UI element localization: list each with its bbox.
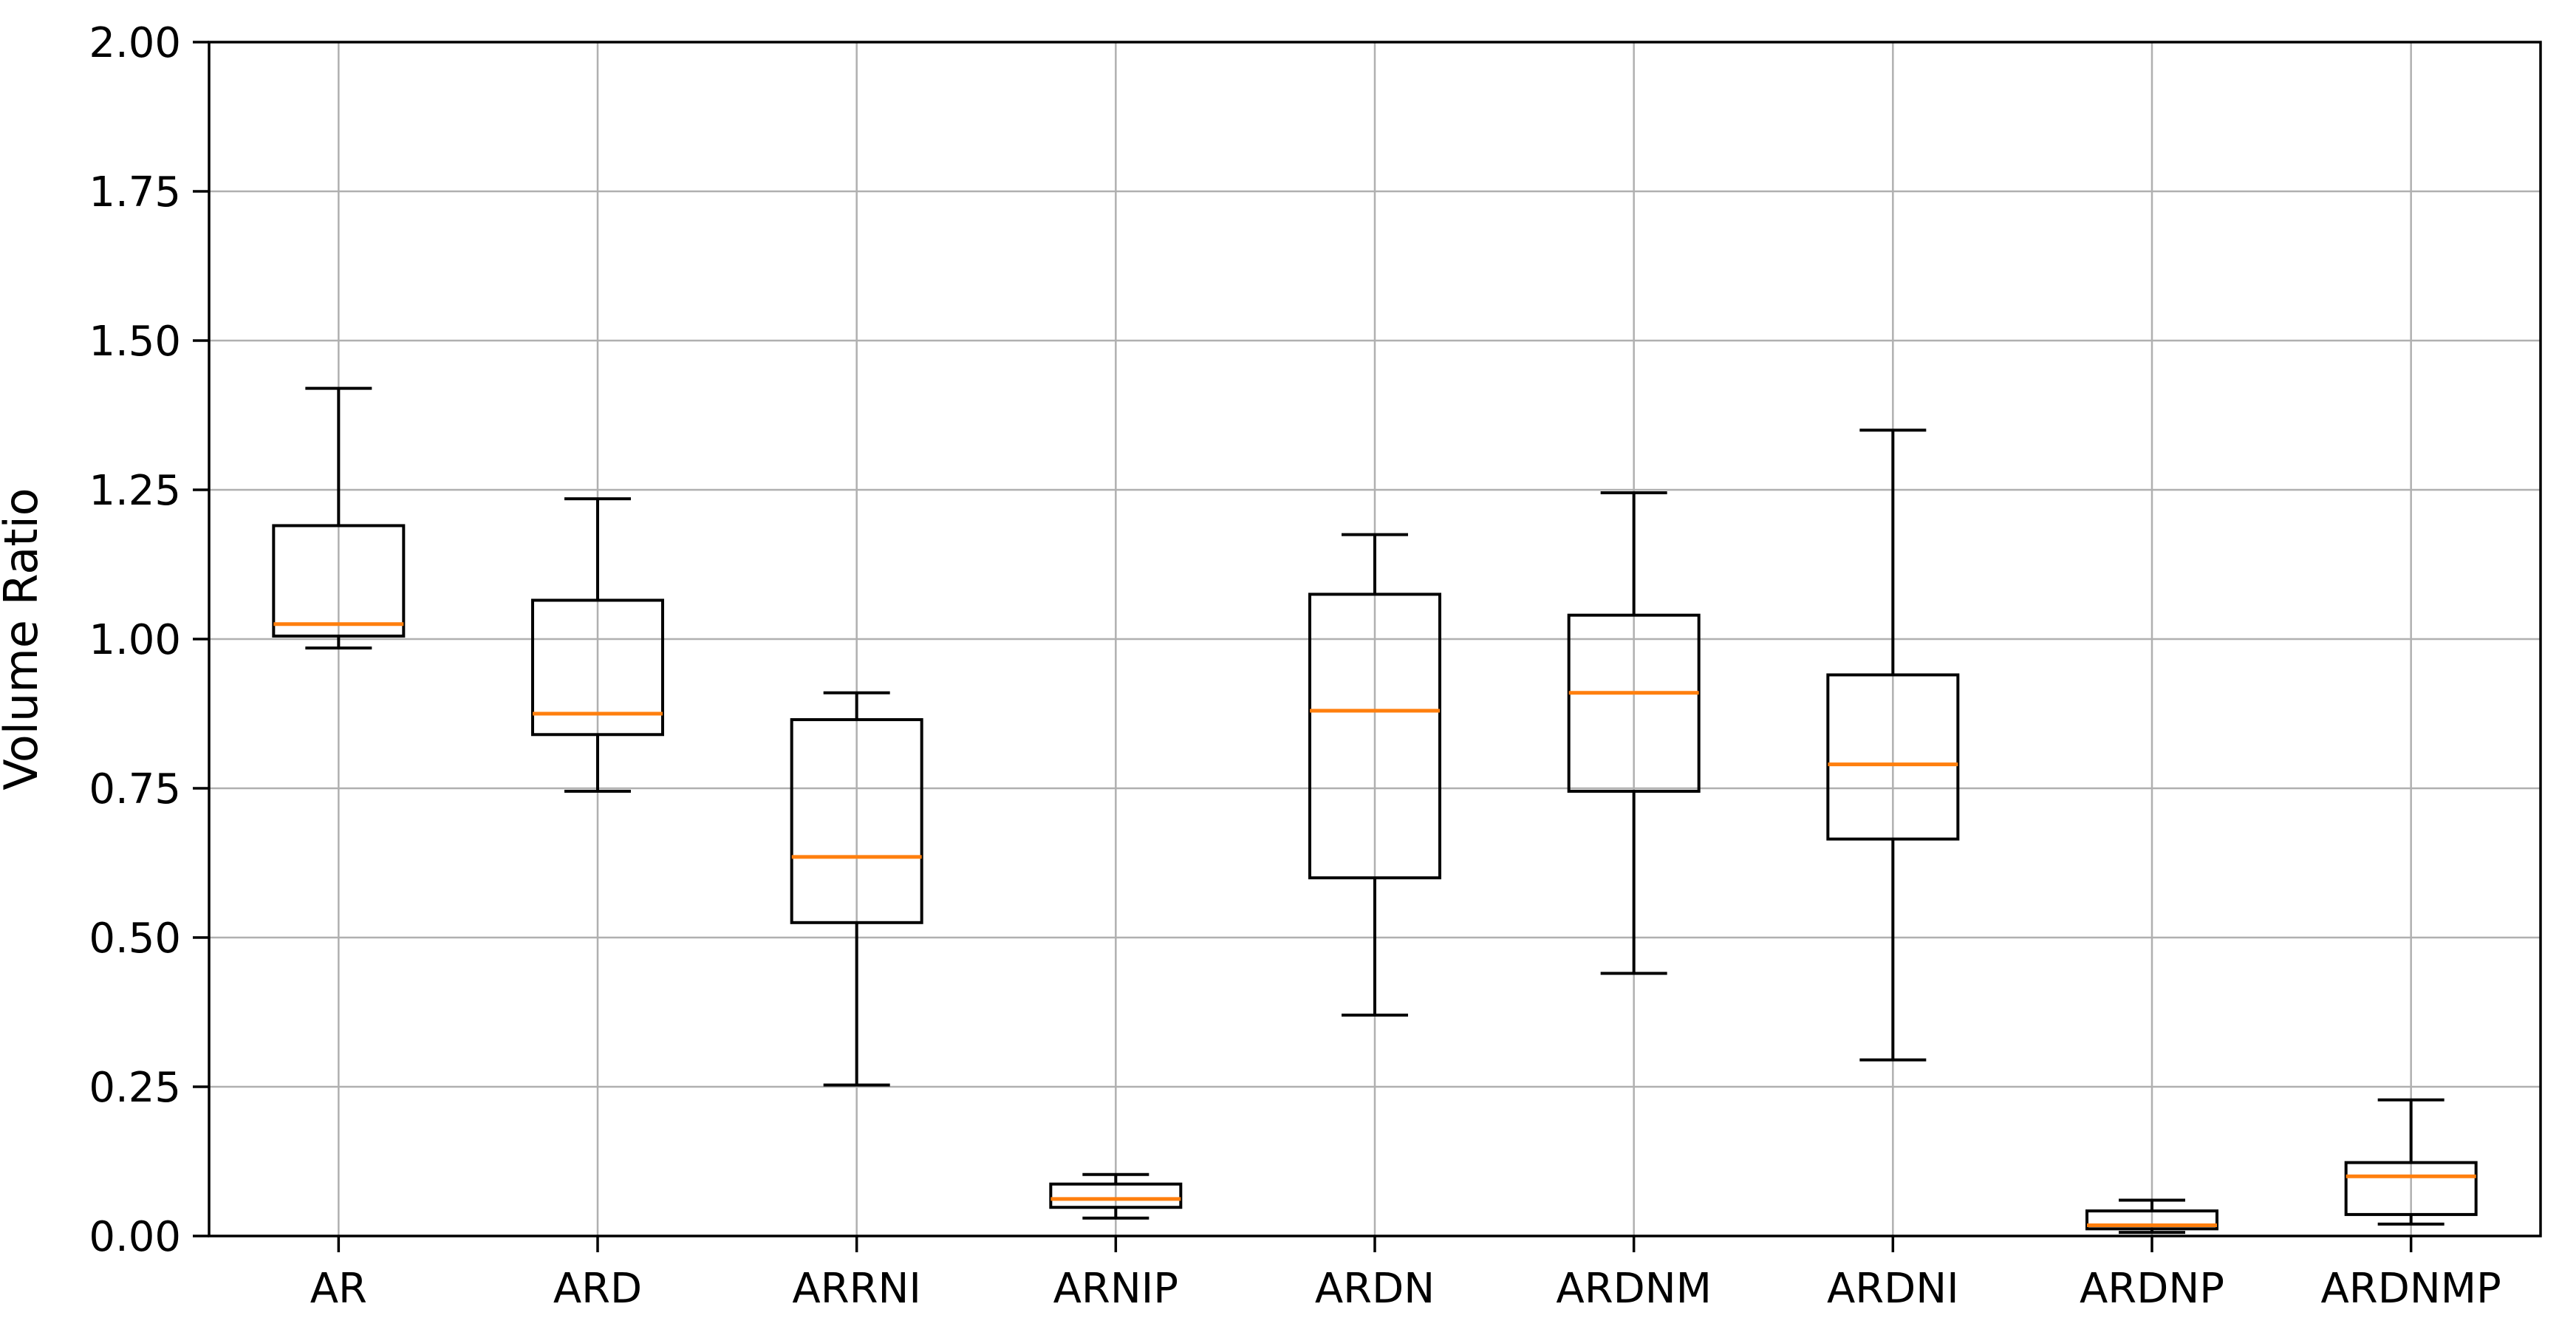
y-tick-label: 0.75	[89, 765, 181, 813]
axes: 0.00 0.25 0.50 0.75 1.00 1.25 1.50 1.75 2.00 AR AR…	[89, 19, 2501, 1313]
plot-frame	[208, 41, 2542, 1237]
y-tick-label: 0.50	[89, 915, 181, 963]
box-plot-arnip	[1049, 1172, 1183, 1220]
box-plot-ardn	[1308, 533, 1441, 1017]
iqr-box	[1826, 673, 1960, 841]
y-axis-title: Volume Ratio	[0, 488, 48, 790]
box-plot-ard	[531, 497, 664, 793]
y-tick-label: 1.50	[89, 318, 181, 366]
iqr-box	[531, 598, 664, 737]
box-plot-ar	[272, 386, 406, 650]
box-plot-ardnp	[2085, 1198, 2218, 1235]
box-plot-ardnm	[1567, 491, 1701, 975]
x-tick-label: ARD	[553, 1265, 642, 1313]
iqr-box	[2344, 1161, 2478, 1216]
x-tick-label: ARDNMP	[2321, 1265, 2501, 1313]
box-plot-ardnmp	[2344, 1098, 2478, 1226]
x-tick-label: ARDNM	[1556, 1265, 1712, 1313]
iqr-box	[272, 524, 406, 638]
y-tick-label: 1.75	[89, 168, 181, 216]
x-tick-label: ARRNI	[792, 1265, 921, 1313]
gridlines	[209, 42, 2541, 1236]
iqr-box	[2085, 1209, 2218, 1231]
y-tick-label: 0.00	[89, 1213, 181, 1261]
x-tick-label: ARDNI	[1827, 1265, 1959, 1313]
iqr-box	[790, 718, 923, 924]
y-tick-label: 1.00	[89, 616, 181, 664]
iqr-box	[1049, 1182, 1183, 1209]
box-plot-arrni	[790, 691, 923, 1087]
iqr-box	[1567, 613, 1701, 793]
y-tick-label: 0.25	[89, 1064, 181, 1112]
iqr-box	[1308, 593, 1441, 880]
x-tick-label: AR	[310, 1265, 367, 1313]
y-tick-label: 2.00	[89, 19, 181, 67]
x-tick-label: ARDNP	[2080, 1265, 2224, 1313]
x-tick-label: ARDN	[1315, 1265, 1435, 1313]
box-plot-ardni	[1826, 429, 1960, 1062]
x-tick-label: ARNIP	[1053, 1265, 1178, 1313]
y-tick-label: 1.25	[89, 467, 181, 515]
boxes	[272, 386, 2478, 1235]
